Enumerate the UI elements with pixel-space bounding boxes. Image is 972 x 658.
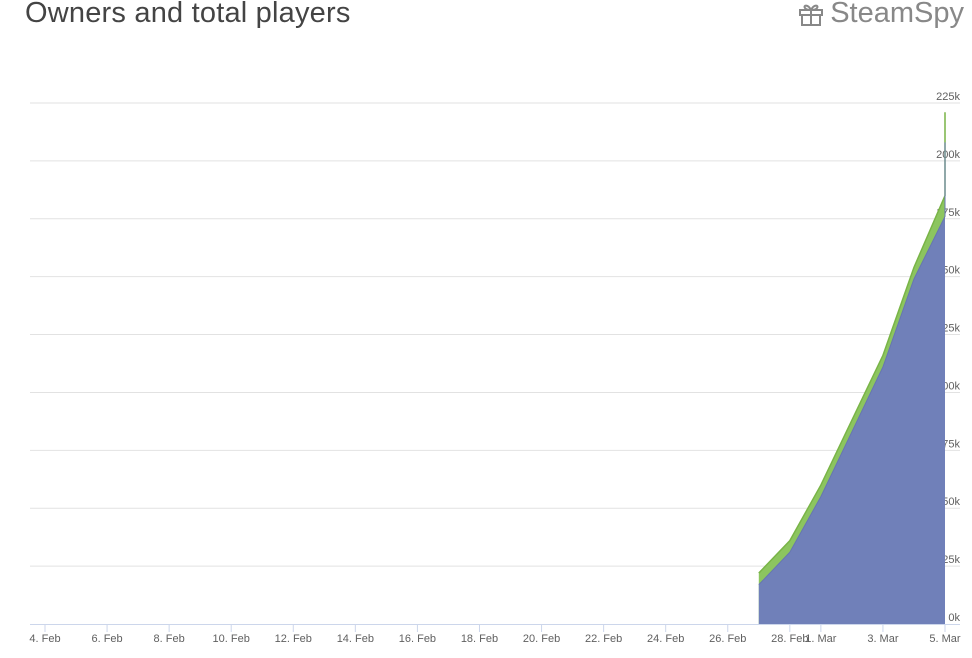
y-tick-label: 25k <box>942 554 960 566</box>
owners-area <box>758 142 945 624</box>
owners-line <box>758 142 946 585</box>
x-tick-label: 8. Feb <box>154 633 185 645</box>
y-tick-label: 50k <box>942 496 960 508</box>
x-tick-label: 1. Mar <box>805 633 837 645</box>
x-tick-label: 14. Feb <box>337 633 374 645</box>
x-tick-label: 4. Feb <box>29 633 60 645</box>
x-tick-label: 24. Feb <box>647 633 684 645</box>
y-tick-label: 0k <box>948 612 960 624</box>
x-tick-label: 5. Mar <box>929 633 961 645</box>
x-tick-label: 22. Feb <box>585 633 622 645</box>
x-tick-label: 12. Feb <box>275 633 312 645</box>
brand-label: SteamSpy <box>830 0 964 29</box>
players-line <box>758 112 946 574</box>
x-tick-label: 16. Feb <box>399 633 436 645</box>
y-tick-label: 200k <box>936 149 960 161</box>
y-tick-label: 75k <box>942 438 960 450</box>
x-tick-label: 3. Mar <box>867 633 899 645</box>
chart-title: Owners and total players <box>25 0 351 29</box>
x-tick-label: 28. Feb <box>771 633 808 645</box>
x-tick-label: 10. Feb <box>213 633 250 645</box>
x-tick-label: 26. Feb <box>709 633 746 645</box>
x-tick-label: 6. Feb <box>91 633 122 645</box>
steamspy-brand[interactable]: SteamSpy <box>798 0 964 30</box>
gift-icon <box>798 1 824 27</box>
y-tick-label: 225k <box>936 91 960 103</box>
x-tick-label: 20. Feb <box>523 633 560 645</box>
x-tick-label: 18. Feb <box>461 633 498 645</box>
